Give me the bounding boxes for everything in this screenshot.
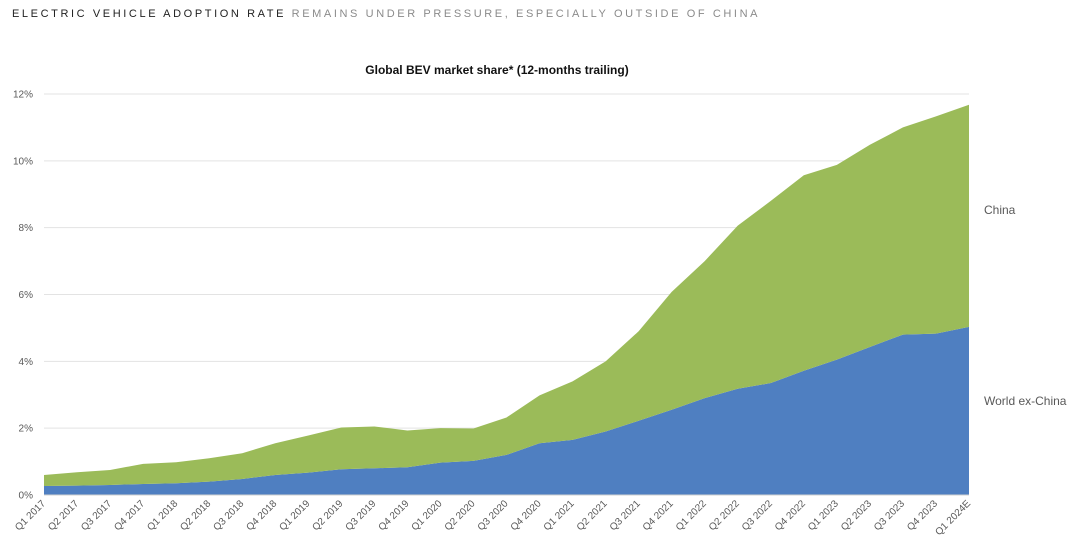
y-tick-label: 10% [13,156,33,167]
x-tick-label: Q2 2022 [707,498,742,533]
x-tick-label: Q1 2022 [674,498,709,533]
x-tick-label: Q3 2018 [211,498,246,533]
x-tick-label: Q3 2019 [344,498,379,533]
x-tick-label: Q3 2020 [476,498,511,533]
x-tick-label: Q2 2021 [575,498,610,533]
x-tick-label: Q3 2021 [608,498,643,533]
series-labels: World ex-China China [984,203,1067,408]
y-tick-label: 0% [19,491,34,502]
x-tick-label: Q2 2018 [178,498,213,533]
y-tick-label: 8% [19,223,34,234]
area-world-ex-china [44,326,969,495]
area-china [44,104,969,486]
x-tick-label: Q4 2020 [509,498,544,533]
x-tick-label: Q2 2019 [311,498,346,533]
y-tick-label: 6% [19,290,34,301]
x-tick-label: Q3 2023 [872,498,907,533]
x-tick-label: Q2 2017 [46,498,81,533]
x-tick-label: Q4 2022 [773,498,808,533]
area-series [44,104,969,495]
x-tick-label: Q4 2019 [377,498,412,533]
x-tick-label: Q2 2020 [443,498,478,533]
header-light-text: REMAINS UNDER PRESSURE, ESPECIALLY OUTSI… [291,8,761,20]
x-tick-label: Q1 2023 [806,498,841,533]
y-tick-label: 4% [19,357,34,368]
y-tick-label: 2% [19,424,34,435]
x-tick-label: Q1 2020 [410,498,445,533]
x-tick-label: Q3 2022 [740,498,775,533]
y-tick-label: 12% [13,90,33,101]
x-tick-label: Q1 2019 [277,498,312,533]
series-label: World ex-China [984,394,1067,408]
header-bold-text: ELECTRIC VEHICLE ADOPTION RATE [12,8,287,20]
x-tick-label: Q2 2023 [839,498,874,533]
page-header: ELECTRIC VEHICLE ADOPTION RATE REMAINS U… [12,8,760,20]
x-tick-label: Q3 2017 [79,498,114,533]
y-axis: 0% 2% 4% 6% 8% 10% 12% [13,90,33,502]
x-tick-label: Q1 2017 [13,498,48,533]
x-tick-label: Q4 2021 [641,498,676,533]
x-tick-label: Q1 2024E [933,498,973,538]
x-tick-label: Q1 2018 [145,498,180,533]
series-label: China [984,203,1016,217]
chart-title: Global BEV market share* (12-months trai… [365,63,628,77]
x-tick-label: Q4 2018 [244,498,279,533]
x-tick-label: Q4 2017 [112,498,147,533]
x-tick-label: Q1 2021 [542,498,577,533]
